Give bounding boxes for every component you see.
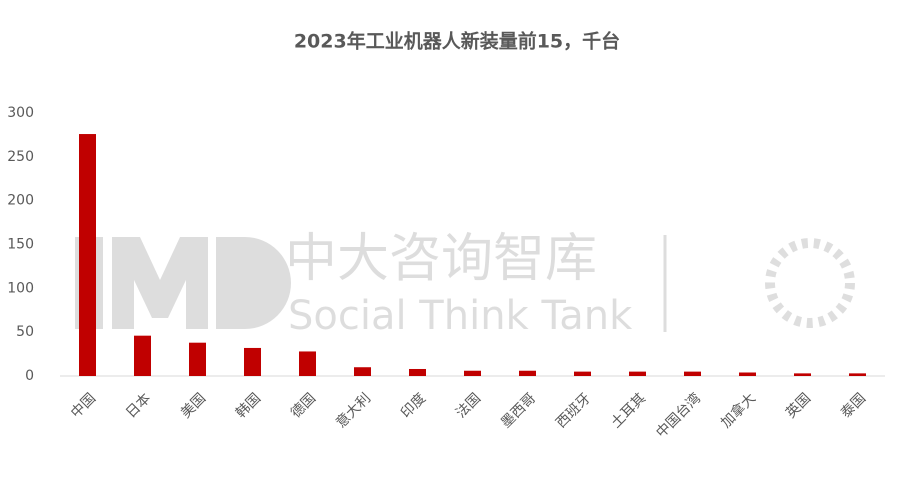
- bar: [189, 342, 206, 376]
- chart-title: 2023年工业机器人新装量前15，千台: [294, 30, 620, 53]
- x-tick-label: 泰国: [838, 390, 869, 421]
- bar: [299, 351, 316, 376]
- x-tick-label: 中国: [68, 390, 99, 421]
- x-tick-label: 美国: [178, 390, 209, 421]
- y-tick-label: 50: [16, 324, 34, 340]
- y-tick-label: 300: [7, 105, 34, 121]
- bar: [464, 370, 481, 376]
- x-tick-label: 日本: [123, 390, 154, 421]
- bar: [574, 371, 591, 376]
- bar: [794, 373, 811, 376]
- watermark: 中大咨询智库 Social Think Tank: [75, 229, 855, 339]
- x-tick-label: 韩国: [233, 390, 264, 421]
- bar: [519, 370, 536, 376]
- bar: [134, 335, 151, 376]
- x-tick-label: 土耳其: [608, 390, 649, 431]
- x-tick-label: 墨西哥: [498, 390, 539, 431]
- x-tick-label: 中国台湾: [653, 390, 705, 442]
- bar: [739, 372, 756, 376]
- bar: [244, 347, 261, 376]
- bar: [354, 367, 371, 376]
- y-tick-label: 0: [25, 368, 34, 384]
- watermark-name: 中大咨询智库: [285, 229, 597, 289]
- x-tick-label: 法国: [453, 390, 484, 421]
- x-tick-label: 西班牙: [553, 390, 594, 431]
- x-tick-label: 加拿大: [717, 390, 759, 432]
- watermark-tagline: Social Think Tank: [288, 293, 633, 339]
- watermark-logo: [112, 237, 208, 329]
- x-tick-label: 德国: [288, 390, 319, 421]
- y-tick-label: 200: [7, 193, 34, 209]
- watermark-logo: [765, 238, 855, 328]
- y-tick-label: 150: [7, 237, 34, 253]
- x-tick-label: 意大利: [332, 390, 374, 432]
- bar: [79, 134, 96, 376]
- bar: [684, 371, 701, 376]
- bar: [629, 371, 646, 376]
- watermark-logo: [216, 237, 291, 329]
- bar: [849, 373, 866, 376]
- x-tick-label: 印度: [398, 390, 429, 421]
- x-tick-label: 英国: [782, 390, 814, 422]
- y-tick-label: 250: [7, 149, 34, 165]
- y-tick-label: 100: [7, 280, 34, 296]
- bar: [409, 368, 426, 376]
